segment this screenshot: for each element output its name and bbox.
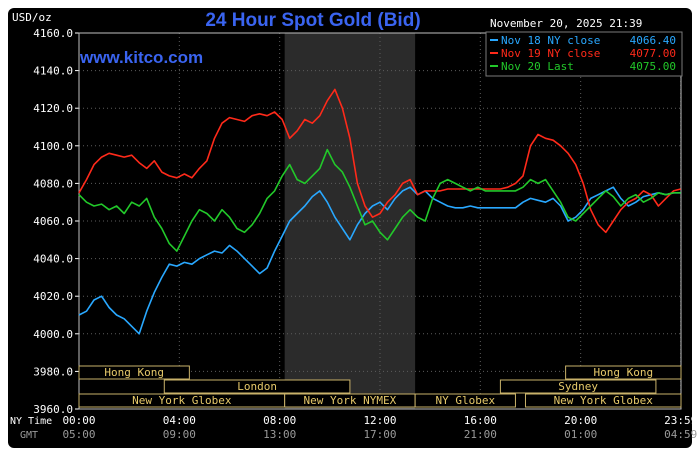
plot-area: 4160.0 4140.0 4120.0 4100.0 4080.0 4060.0 4040… xyxy=(10,27,697,441)
y-tick-label: 4040.0 xyxy=(33,253,73,266)
x-tick-label-gmt: 09:00 xyxy=(163,428,196,441)
legend-box xyxy=(485,31,683,77)
x-tick-label-ny: 20:00 xyxy=(564,414,597,427)
x-row-label-gmt: GMT xyxy=(20,430,38,441)
y-tick-label: 3980.0 xyxy=(33,365,73,378)
session-label: London xyxy=(237,380,277,393)
x-tick-label-ny: 08:00 xyxy=(263,414,296,427)
x-tick-label-gmt: 13:00 xyxy=(263,428,296,441)
y-tick-label: 4140.0 xyxy=(33,65,73,78)
x-tick-label-gmt: 05:00 xyxy=(62,428,95,441)
y-tick-label: 4160.0 xyxy=(33,27,73,40)
session-label: Hong Kong xyxy=(104,366,164,379)
timestamp: November 20, 2025 21:39 xyxy=(490,17,642,30)
series-line-3 xyxy=(78,148,681,252)
session-label: Sydney xyxy=(558,380,598,393)
nymex-shaded-region xyxy=(284,33,416,409)
series-line-2 xyxy=(78,88,681,234)
units-label: USD/oz xyxy=(12,11,52,24)
session-label: NY Globex xyxy=(435,394,495,407)
session-bar xyxy=(163,379,351,394)
session-bar xyxy=(565,365,682,380)
legend: Nov 18 NY close 4066.40 Nov 19 NY close 407… xyxy=(485,31,683,77)
legend-value: 4066.40 xyxy=(630,34,676,47)
session-label: New York Globex xyxy=(132,394,232,407)
legend-label: Nov 20 Last xyxy=(501,60,574,73)
chart-title: 24 Hour Spot Gold (Bid) xyxy=(205,10,420,31)
session-bar xyxy=(414,393,516,408)
y-tick-label: 4080.0 xyxy=(33,177,73,190)
y-tick-label: 4060.0 xyxy=(33,215,73,228)
x-tick-label-ny: 12:00 xyxy=(363,414,396,427)
plot-border xyxy=(78,32,682,410)
session-label: Hong Kong xyxy=(594,366,654,379)
session-label: New York Globex xyxy=(554,394,654,407)
y-tick-label: 4120.0 xyxy=(33,102,73,115)
legend-value: 4077.00 xyxy=(630,47,676,60)
x-tick-label-gmt: 04:59 xyxy=(664,428,697,441)
session-bar xyxy=(78,365,190,380)
x-tick-label-ny: 00:00 xyxy=(62,414,95,427)
y-tick-label: 4000.0 xyxy=(33,328,73,341)
legend-value: 4075.00 xyxy=(630,60,676,73)
series-line-1 xyxy=(78,186,681,335)
x-tick-label-gmt: 17:00 xyxy=(363,428,396,441)
session-bar xyxy=(524,393,682,408)
x-tick-label-ny: 04:00 xyxy=(163,414,196,427)
y-tick-label: 4020.0 xyxy=(33,290,73,303)
legend-label: Nov 19 NY close xyxy=(501,47,600,60)
x-tick-label-ny: 23:59 xyxy=(664,414,697,427)
x-tick-label-gmt: 01:00 xyxy=(564,428,597,441)
legend-label: Nov 18 NY close xyxy=(501,34,600,47)
y-tick-label: 4100.0 xyxy=(33,140,73,153)
session-label: New York NYMEX xyxy=(304,394,397,407)
x-tick-label-gmt: 21:00 xyxy=(464,428,497,441)
y-tick-label: 3960.0 xyxy=(33,403,73,416)
x-tick-label-ny: 16:00 xyxy=(464,414,497,427)
x-row-label-ny: NY Time xyxy=(10,416,52,427)
website-watermark: www.kitco.com xyxy=(79,48,203,67)
session-bar xyxy=(499,379,657,394)
